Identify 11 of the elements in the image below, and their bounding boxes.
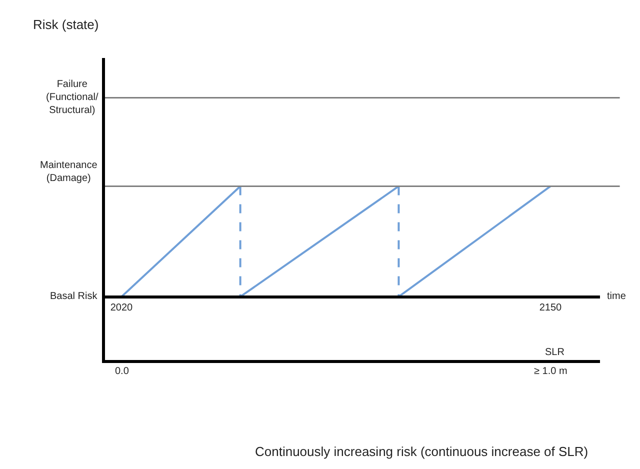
- text: Continuously increasing risk (continuous increase of SLR): [255, 444, 588, 459]
- x-axis-title: time: [607, 291, 626, 302]
- text: Risk (state): [33, 17, 99, 32]
- x-tick-label: 2020: [110, 302, 134, 314]
- ref-line-label: Failure (Functional/ Structural): [46, 79, 98, 116]
- x-tick-label: 2150: [539, 302, 562, 314]
- text: 0.0: [115, 366, 130, 377]
- x2-axis-title: SLR: [545, 347, 564, 358]
- text: Basal Risk: [50, 291, 98, 302]
- ref-line-label: Maintenance (Damage): [40, 160, 98, 184]
- text: ≥ 1.0 m: [534, 366, 568, 377]
